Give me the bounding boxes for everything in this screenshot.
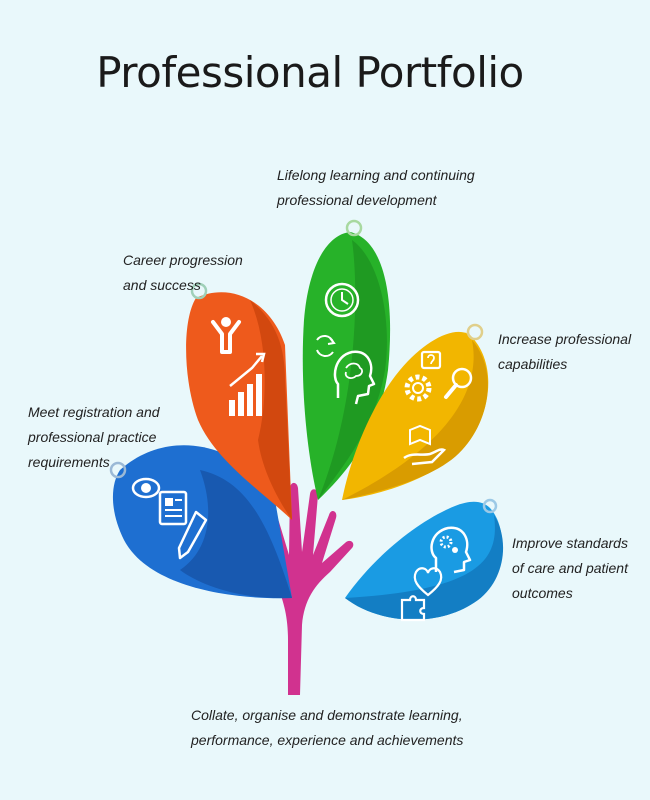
clock-icon xyxy=(324,282,360,318)
lightblue-petal xyxy=(345,498,504,622)
eye-icon xyxy=(131,477,161,499)
label-line: outcomes xyxy=(512,585,573,601)
label-line: requirements xyxy=(28,454,110,470)
label-collate-organise: Collate, organise and demonstrate learni… xyxy=(191,703,463,753)
label-line: professional development xyxy=(277,192,437,208)
hand-trunk xyxy=(258,482,354,695)
magnifier-icon xyxy=(444,367,473,399)
brain-head-icon xyxy=(333,350,376,405)
question-bubble-icon xyxy=(420,350,442,370)
label-line: Lifelong learning and continuing xyxy=(277,167,475,183)
label-career-progression: Career progression and success xyxy=(123,248,243,298)
label-line: Collate, organise and demonstrate learni… xyxy=(191,707,463,723)
blue-petal xyxy=(109,445,292,599)
pencil-icon xyxy=(177,510,208,560)
growth-chart-icon xyxy=(229,352,266,416)
label-increase-capabilities: Increase professional capabilities xyxy=(498,327,631,377)
cycle-arrows-icon xyxy=(316,335,336,357)
label-meet-registration: Meet registration and professional pract… xyxy=(28,400,160,475)
label-line: performance, experience and achievements xyxy=(191,732,464,748)
label-line: Improve standards xyxy=(512,535,628,551)
document-icon xyxy=(158,490,188,526)
label-line: and success xyxy=(123,277,201,293)
label-line: Career progression xyxy=(123,252,243,268)
label-improve-standards: Improve standards of care and patient ou… xyxy=(512,531,628,606)
label-line: capabilities xyxy=(498,356,568,372)
label-line: Meet registration and xyxy=(28,404,160,420)
label-line: Increase professional xyxy=(498,331,632,347)
label-line: of care and patient xyxy=(512,560,628,576)
person-success-icon xyxy=(211,317,241,354)
puzzle-icon xyxy=(400,595,426,622)
heart-icon xyxy=(413,567,443,597)
gear-icon xyxy=(404,374,432,402)
yellow-petal xyxy=(342,323,489,500)
label-line: professional practice xyxy=(28,429,157,445)
book-hand-icon xyxy=(403,424,447,466)
label-lifelong-learning: Lifelong learning and continuing profess… xyxy=(277,163,475,213)
page-title: Professional Portfolio xyxy=(96,48,524,97)
head-gears-icon xyxy=(430,526,472,574)
orange-petal xyxy=(186,282,292,520)
